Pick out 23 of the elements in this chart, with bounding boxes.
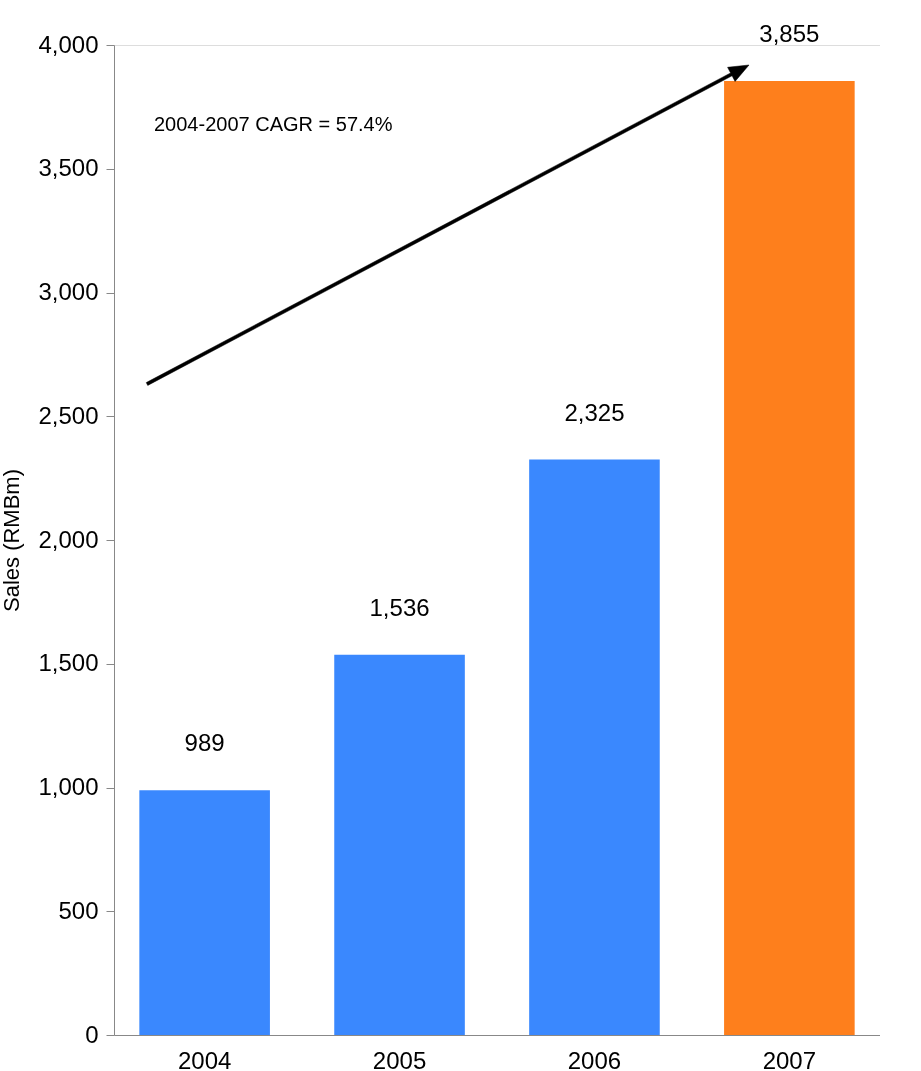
data-label: 3,855 xyxy=(759,19,820,47)
y-axis-title: Sales (RMBm) xyxy=(0,468,25,613)
bar xyxy=(139,790,270,1035)
data-label: 989 xyxy=(184,729,225,757)
y-tick-label: 3,000 xyxy=(38,278,99,305)
annotation: 2004-2007 CAGR = 57.4% xyxy=(154,113,393,135)
y-tick-label: 500 xyxy=(58,896,99,924)
bar xyxy=(529,459,660,1035)
x-tick-label: 2005 xyxy=(372,1046,427,1071)
x-tick-label: 2006 xyxy=(567,1046,622,1071)
y-tick-label: 1,500 xyxy=(38,649,99,677)
x-tick-label: 2007 xyxy=(762,1046,817,1071)
y-tick-label: 2,500 xyxy=(38,401,99,429)
y-tick-label: 4,000 xyxy=(38,30,99,58)
y-tick-label: 3,500 xyxy=(38,154,99,182)
data-label: 1,536 xyxy=(369,593,430,621)
bar xyxy=(724,80,855,1035)
y-tick-label: 0 xyxy=(85,1020,99,1048)
y-tick-label: 2,000 xyxy=(38,525,99,553)
y-tick-label: 1,000 xyxy=(38,773,99,800)
bar xyxy=(334,654,465,1035)
data-label: 2,325 xyxy=(564,398,625,426)
x-tick-label: 2004 xyxy=(177,1046,232,1071)
